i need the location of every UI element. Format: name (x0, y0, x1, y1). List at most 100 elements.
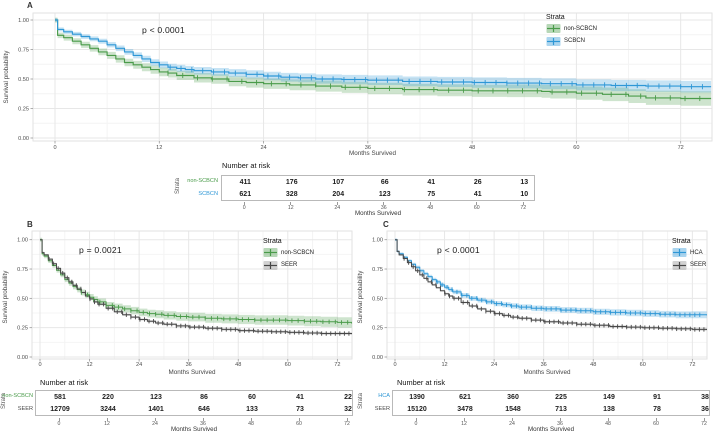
svg-text:1.00: 1.00 (18, 18, 29, 24)
legend-title: Strata (263, 238, 282, 245)
risk-axis-tick: 24 (488, 418, 536, 427)
svg-text:0.50: 0.50 (372, 296, 383, 302)
risk-count: 176 (285, 178, 298, 186)
panel-label-A: A (27, 1, 33, 10)
svg-text:36: 36 (541, 362, 547, 368)
y-axis-title-C: Survival probability (357, 270, 364, 324)
risk-table-row: 621 328 204 123 75 41 10 (222, 189, 534, 202)
risk-count: 123 (378, 191, 391, 199)
legend-entry-non-scbcn: non-SCBCN (263, 247, 314, 258)
risk-axis-ticks: 0 12 24 36 48 60 72 (35, 418, 353, 427)
risk-count: 133 (246, 406, 258, 414)
risk-count: 3478 (457, 406, 473, 414)
svg-text:1.00: 1.00 (17, 238, 28, 244)
legend-title: Strata (546, 14, 565, 21)
svg-text:0.00: 0.00 (372, 355, 383, 361)
svg-text:48: 48 (235, 362, 241, 368)
risk-row-label-seer: SEER (374, 405, 390, 412)
svg-text:12: 12 (441, 362, 447, 368)
risk-axis-tick: 60 (454, 202, 501, 211)
svg-text:72: 72 (678, 145, 684, 151)
risk-count: 225 (555, 393, 567, 401)
risk-count: 713 (555, 406, 567, 414)
svg-text:36: 36 (365, 145, 371, 151)
x-axis-title-A: Months Survived (349, 150, 396, 157)
risk-count: 621 (239, 191, 252, 199)
y-axis-title-B: Survival probability (2, 270, 9, 324)
risk-axis-tick: 0 (221, 202, 268, 211)
risk-count: 138 (603, 406, 615, 414)
risk-count: 646 (198, 406, 210, 414)
risk-table-row: 12709 3244 1401 646 133 73 32 (36, 404, 352, 417)
risk-count: 581 (54, 393, 66, 401)
risk-count: 12709 (50, 406, 70, 414)
risk-axis-ticks: 0 12 24 36 48 60 72 (221, 202, 535, 211)
risk-count: 22 (344, 393, 352, 401)
legend-key-swatch (546, 24, 561, 33)
risk-count: 149 (603, 393, 615, 401)
risk-axis-tick: 24 (131, 418, 179, 427)
risk-row-label-non-scbcn: non-SCBCN (2, 393, 33, 399)
svg-text:48: 48 (469, 145, 475, 151)
svg-text:0.00: 0.00 (17, 355, 28, 361)
legend-entries: HCA SEER (672, 247, 706, 271)
risk-table-row: 411 176 107 66 41 26 13 (222, 176, 534, 189)
p-value-A: p < 0.0001 (142, 25, 185, 35)
legend-key-swatch (546, 36, 561, 46)
svg-text:0.75: 0.75 (17, 267, 28, 273)
panel-A: 0 12 24 36 48 60 72 0.00 0.25 0.50 0.75 1.00 A Surv… (0, 0, 715, 158)
risk-count: 1401 (148, 406, 164, 414)
risk-axis-tick: 36 (536, 418, 584, 427)
risk-axis-tick: 0 (392, 418, 440, 427)
legend-B: Strata non-SCBCN SEER (263, 238, 314, 271)
svg-text:0.75: 0.75 (18, 48, 29, 54)
risk-count: 360 (507, 393, 519, 401)
panel-label-C: C (383, 220, 389, 229)
legend-title: Strata (672, 238, 691, 245)
risk-count: 204 (332, 191, 345, 199)
risk-count: 86 (200, 393, 208, 401)
svg-text:24: 24 (491, 362, 497, 368)
risk-table-row: 1390 621 360 225 149 91 38 (393, 391, 709, 404)
p-value-B: p = 0.0021 (79, 245, 122, 255)
legend-A: Strata non-SCBCN SCBCN (546, 14, 597, 47)
legend-entry-non-scbcn: non-SCBCN (546, 23, 597, 34)
x-axis-title-B: Months Survived (168, 369, 216, 376)
legend-entry-label: SEER (690, 262, 707, 268)
svg-text:0: 0 (53, 145, 56, 151)
risk-axis-tick: 60 (632, 418, 680, 427)
svg-text:0.25: 0.25 (18, 107, 29, 113)
svg-text:12: 12 (86, 362, 92, 368)
km-plot-A: 0 12 24 36 48 60 72 0.00 0.25 0.50 0.75 1.00 (18, 12, 713, 151)
svg-text:0: 0 (393, 362, 396, 368)
km-plot-B: 0 12 24 36 48 60 72 0.00 0.25 0.50 0.75 1.00 (17, 230, 353, 368)
risk-count: 41 (427, 178, 436, 186)
legend-entry-hca: HCA (672, 247, 706, 258)
svg-text:12: 12 (156, 145, 162, 151)
risk-row-labels: HCA SEER (359, 390, 390, 415)
legend-entry-label: SEER (281, 262, 298, 268)
risk-table-box: 1390 621 360 225 149 91 38 15120 3478 1548 713 138 7… (392, 390, 710, 416)
svg-text:72: 72 (334, 362, 340, 368)
risk-axis-tick: 72 (680, 418, 715, 427)
risk-count: 1548 (505, 406, 521, 414)
svg-text:0.25: 0.25 (372, 326, 383, 332)
legend-entry-label: HCA (690, 249, 703, 256)
svg-text:48: 48 (590, 362, 596, 368)
risk-axis-tick: 36 (179, 418, 227, 427)
risk-axis-tick: 24 (314, 202, 361, 211)
risk-count: 15120 (407, 406, 427, 414)
risk-x-axis-title: Months Survived (354, 210, 402, 217)
risk-count: 328 (285, 191, 298, 199)
legend-entry-seer: SEER (263, 260, 314, 271)
risk-count: 1390 (409, 393, 425, 401)
svg-text:0.25: 0.25 (17, 326, 28, 332)
risk-table-title: Number at risk (397, 378, 446, 387)
legend-C: Strata HCA SEER (672, 238, 706, 271)
risk-table-box: 581 220 123 86 60 41 22 12709 3244 1401 646 133 73 32 (35, 390, 353, 416)
risk-count: 10 (520, 191, 529, 199)
svg-text:60: 60 (285, 362, 291, 368)
panel-B: 0 12 24 36 48 60 72 0.00 0.25 0.50 0.75 1.00 B Surv… (0, 218, 358, 378)
risk-count: 73 (296, 406, 304, 414)
legend-entries: non-SCBCN SCBCN (546, 23, 597, 47)
